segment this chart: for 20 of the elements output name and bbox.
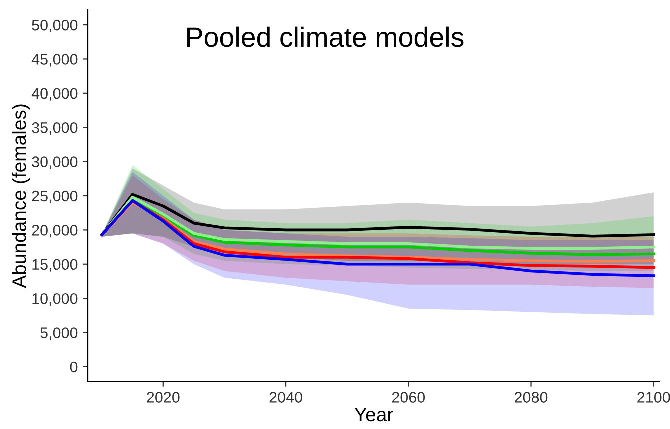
y-tick-label: 30,000 — [32, 156, 78, 170]
x-tick-label: 2060 — [392, 392, 426, 403]
x-tick-label: 2020 — [147, 392, 180, 403]
y-tick-label: 35,000 — [32, 122, 78, 136]
x-tick-label: 2100 — [638, 392, 670, 403]
y-axis-title: Abundance (females) — [12, 104, 30, 288]
x-tick-label: 2040 — [270, 392, 302, 403]
x-axis-title: Year — [354, 408, 394, 422]
y-tick-label: 50,000 — [32, 20, 78, 33]
line-series — [100, 193, 656, 238]
y-tick-label: 15,000 — [32, 259, 78, 272]
y-tick-label: 10,000 — [32, 293, 78, 306]
y-tick-label: 0 — [70, 362, 78, 373]
y-tick-label: 40,000 — [32, 88, 78, 101]
y-tick-label: 5,000 — [40, 328, 78, 340]
y-tick-label: 25,000 — [32, 190, 78, 204]
x-tick-label: 2080 — [515, 392, 548, 403]
y-tick-label: 45,000 — [32, 54, 78, 67]
y-tick-label: 20,000 — [32, 225, 78, 238]
chart-title: Pooled climate models — [188, 26, 464, 48]
